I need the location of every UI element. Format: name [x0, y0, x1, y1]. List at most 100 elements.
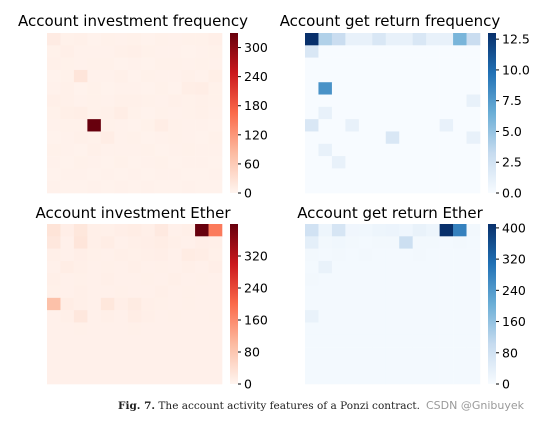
heatmap-cell — [358, 82, 373, 95]
heatmap-cell — [181, 297, 196, 311]
heatmap-cell — [141, 180, 155, 194]
heatmap-cell — [318, 347, 333, 360]
heatmap-cell — [154, 143, 169, 157]
heatmap-cell — [60, 69, 75, 83]
heatmap-cell — [60, 347, 75, 360]
heatmap-cell — [466, 69, 481, 83]
heatmap-cell — [372, 334, 387, 348]
heatmap-cell — [154, 310, 169, 323]
heatmap-cell — [127, 131, 142, 145]
heatmap-cell — [60, 322, 75, 336]
heatmap-cell — [399, 334, 413, 348]
heatmap-cell — [181, 69, 196, 83]
heatmap-cell — [100, 359, 115, 372]
heatmap-cell — [127, 82, 142, 95]
heatmap-cell — [331, 285, 346, 299]
heatmap-cell — [345, 82, 360, 95]
heatmap-cell — [154, 236, 169, 249]
heatmap-cell — [358, 119, 373, 132]
heatmap-cell — [318, 156, 333, 169]
heatmap-cell — [439, 359, 454, 372]
heatmap-cell — [87, 371, 102, 385]
heatmap-cell — [426, 94, 440, 108]
heatmap-cell — [412, 106, 427, 120]
heatmap-cell — [318, 106, 333, 120]
heatmap-cell — [385, 359, 400, 372]
heatmap-cell — [141, 82, 155, 95]
heatmap-cell — [372, 143, 387, 157]
heatmap-cell — [168, 310, 182, 323]
heatmap-cell — [60, 168, 75, 181]
heatmap-cell — [439, 322, 454, 336]
heatmap-cell — [331, 334, 346, 348]
heatmap-cell — [412, 260, 427, 274]
heatmap-cell — [385, 180, 400, 194]
figure-caption: Fig. 7. The account activity features of… — [0, 400, 538, 412]
heatmap-cell — [87, 168, 102, 181]
heatmap-cell — [331, 57, 346, 71]
heatmap-cell — [385, 106, 400, 120]
heatmap-cell — [426, 334, 440, 348]
heatmap-cell — [208, 119, 223, 132]
heatmap-cell — [358, 359, 373, 372]
heatmap-cell — [453, 334, 467, 348]
heatmap-cell — [208, 236, 223, 249]
heatmap-cell — [141, 322, 155, 336]
heatmap-cell — [372, 273, 387, 286]
heatmap-cell — [412, 94, 427, 108]
heatmap-cell — [73, 285, 88, 299]
heatmap-cell — [114, 260, 129, 274]
heatmap-cell — [412, 180, 427, 194]
heatmap-cell — [141, 310, 155, 323]
heatmap-cell — [114, 69, 129, 83]
heatmap-cell — [345, 334, 360, 348]
heatmap-cell — [305, 260, 319, 274]
heatmap-cell — [372, 94, 387, 108]
heatmap-cell — [87, 297, 102, 311]
heatmap-cell — [141, 224, 155, 237]
heatmap-cell — [385, 297, 400, 311]
heatmap-cell — [141, 156, 155, 169]
heatmap-cell — [181, 273, 196, 286]
heatmap-cell — [412, 131, 427, 145]
heatmap-cell — [399, 156, 413, 169]
heatmap-cell — [114, 168, 129, 181]
heatmap-cell — [372, 82, 387, 95]
heatmap-cell — [181, 236, 196, 249]
heatmap-cell — [87, 131, 102, 145]
heatmap-cell — [73, 168, 88, 181]
heatmap-cell — [100, 45, 115, 58]
heatmap-cell — [331, 180, 346, 194]
heatmap-cell — [318, 297, 333, 311]
heatmap-cell — [305, 347, 319, 360]
heatmap-cell — [195, 106, 209, 120]
heatmap-cell — [372, 322, 387, 336]
colorbar-tick-label: 60 — [244, 156, 260, 171]
heatmap-cell — [372, 57, 387, 71]
heatmap-cell — [154, 119, 169, 132]
heatmap-cell — [208, 143, 223, 157]
heatmap-cell — [208, 168, 223, 181]
heatmap-cell — [47, 180, 61, 194]
heatmap-cell — [141, 371, 155, 385]
heatmap-cell — [412, 82, 427, 95]
heatmap-cell — [372, 347, 387, 360]
heatmap-cell — [453, 322, 467, 336]
colorbar-tick-label: 80 — [502, 345, 518, 360]
heatmap-cell — [358, 57, 373, 71]
heatmap-cell — [154, 82, 169, 95]
heatmap-panel-1: Account investment frequency 0 60 120 180 240… — [18, 12, 268, 201]
colorbar — [488, 224, 496, 384]
heatmap-cell — [412, 168, 427, 181]
heatmap-cell — [412, 143, 427, 157]
heatmap-cell — [114, 131, 129, 145]
heatmap-cell — [439, 180, 454, 194]
heatmap-cell — [412, 347, 427, 360]
heatmap-cell — [181, 33, 196, 46]
heatmap-cell — [73, 82, 88, 95]
heatmap-cell — [168, 347, 182, 360]
heatmap-cell — [60, 310, 75, 323]
heatmap-cell — [358, 106, 373, 120]
heatmap-cell — [426, 119, 440, 132]
heatmap-cell — [466, 143, 481, 157]
